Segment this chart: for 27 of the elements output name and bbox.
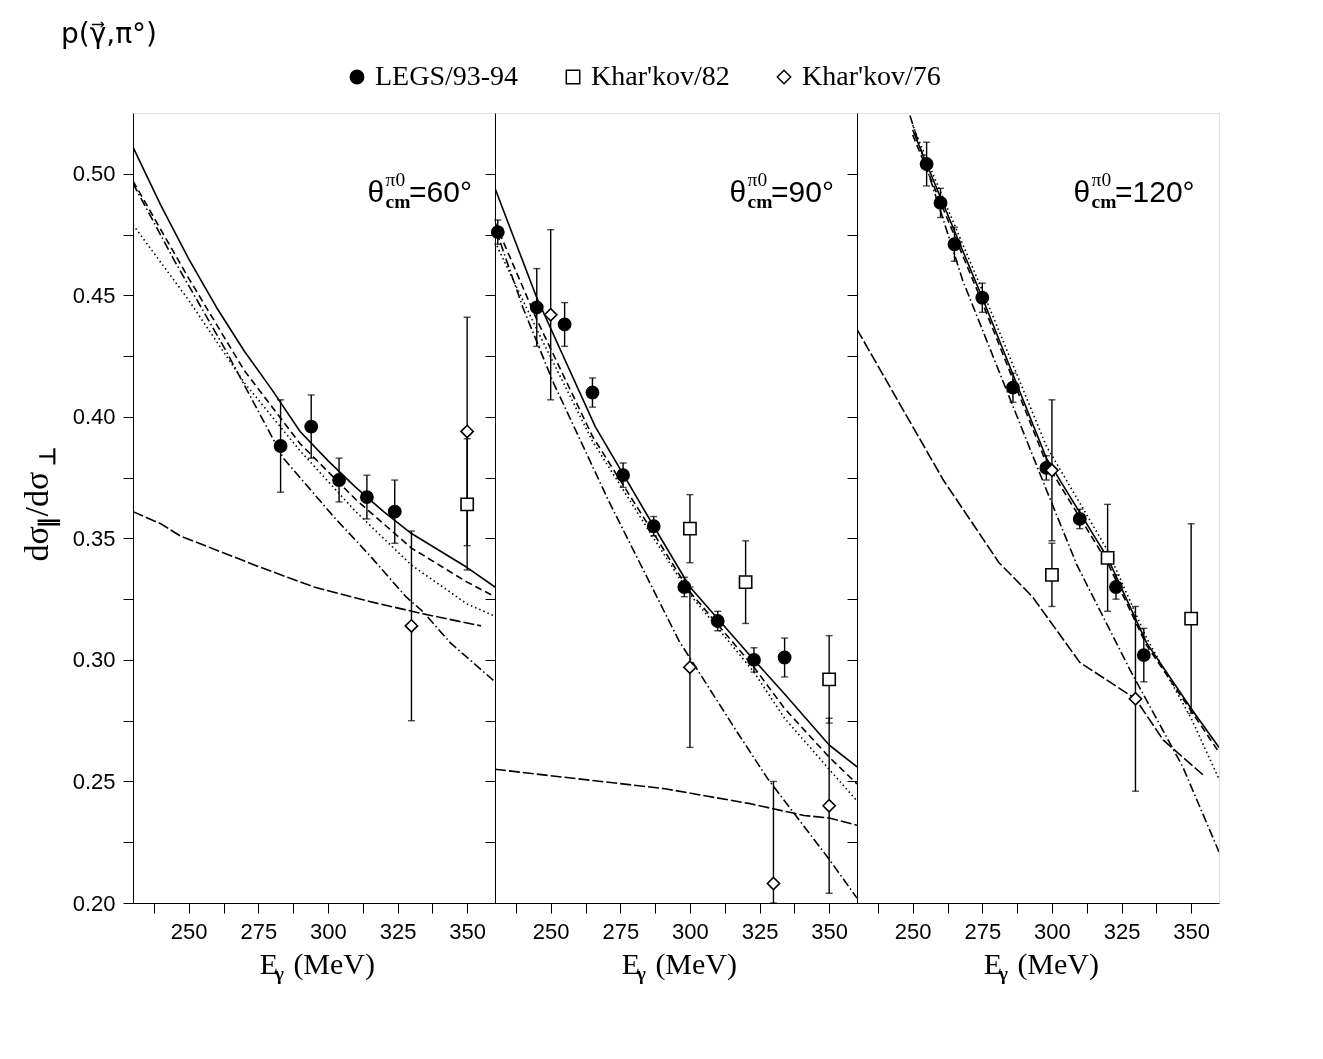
y-tick-label: 0.25 <box>72 768 116 794</box>
legend-label: LEGS/93-94 <box>375 60 519 91</box>
x-tick-label: 300 <box>672 918 709 944</box>
x-tick-label: 250 <box>170 918 208 944</box>
chart-title: p(γ⃗,π°) <box>61 17 157 50</box>
y-tick-label: 0.45 <box>72 282 116 308</box>
x-tick-label: 275 <box>240 918 278 944</box>
y-axis-title: dσ∥/dσ⊥ <box>18 446 62 562</box>
y-tick-label: 0.20 <box>72 890 116 916</box>
x-tick-label: 275 <box>964 918 1002 944</box>
x-tick-label: 325 <box>741 918 779 944</box>
x-tick-label: 350 <box>811 918 849 944</box>
legend-label: Khar'kov/82 <box>591 60 730 91</box>
x-tick-label: 325 <box>1103 918 1141 944</box>
x-tick-label: 300 <box>310 918 347 944</box>
y-tick-label: 0.40 <box>72 404 116 430</box>
x-tick-label: 300 <box>1034 918 1071 944</box>
y-tick-label: 0.30 <box>72 647 116 673</box>
x-tick-label: 275 <box>602 918 640 944</box>
legend-label: Khar'kov/76 <box>802 60 941 91</box>
x-tick-label: 325 <box>379 918 417 944</box>
y-tick-label: 0.35 <box>72 525 116 551</box>
x-tick-label: 250 <box>894 918 932 944</box>
x-tick-label: 350 <box>1173 918 1211 944</box>
x-tick-label: 350 <box>449 918 487 944</box>
x-tick-label: 250 <box>532 918 570 944</box>
y-tick-label: 0.50 <box>72 161 116 187</box>
